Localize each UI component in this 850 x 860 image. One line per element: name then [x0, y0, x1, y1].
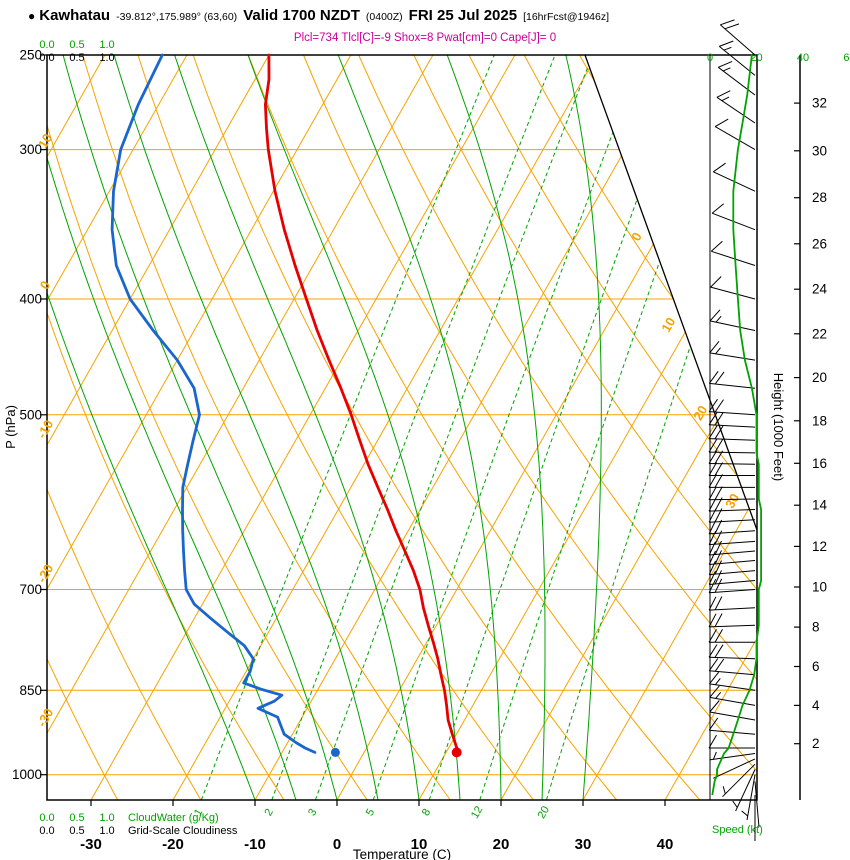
speed-tick-label: 0	[707, 52, 713, 64]
mixing-ratio-label: 2	[262, 807, 275, 818]
pressure-tick-label: 250	[19, 48, 42, 63]
cloud-scales: 0.00.00.00.00.50.50.50.51.01.01.01.0Clou…	[39, 39, 238, 837]
mixing-ratio-label: 5	[364, 807, 377, 818]
height-tick-label: 24	[812, 282, 828, 297]
pressure-tick-label: 700	[19, 582, 42, 597]
height-tick-label: 26	[812, 236, 827, 251]
mixing-ratio-label: 20	[536, 804, 553, 821]
cloudiness-top-tick: 1.0	[99, 52, 114, 64]
cloudwater-top-tick: 1.0	[99, 39, 114, 51]
isotherm-diagonal-label: 10	[658, 315, 678, 335]
speed-tick-label: 40	[797, 52, 809, 64]
stability-indices: Plcl=734 Tlcl[C]=-9 Shox=8 Pwat[cm]=0 Ca…	[293, 32, 557, 44]
speed-axis: 0 20 40 60 Speed (kt)	[707, 52, 850, 836]
temperature-tick-label: -20	[162, 836, 184, 853]
moist-adiabat-lines	[47, 55, 602, 800]
temperature-curve	[264, 53, 460, 754]
cloudwater-axis-title: CloudWater (g/Kg)	[128, 812, 219, 824]
cloudiness-bottom-tick: 1.0	[99, 825, 114, 837]
height-tick-label: 10	[812, 580, 827, 595]
isotherm-diagonal-label: 0	[628, 230, 645, 244]
pressure-tick-label: 300	[19, 142, 42, 157]
height-tick-label: 6	[812, 659, 820, 674]
cloudiness-top-tick: 0.0	[39, 52, 54, 64]
height-tick-label: 28	[812, 190, 827, 205]
wind-barbs	[708, 19, 760, 841]
valid-time: Valid 1700 NZDT	[243, 7, 360, 24]
mixing-ratio-labels: 1 2 3 5 8 12 20	[192, 804, 552, 821]
temperature-axis-title: Temperature (C)	[353, 847, 451, 860]
cloudwater-top-tick: 0.5	[69, 39, 84, 51]
profiles	[110, 53, 462, 758]
isotherm-left-label: 10	[35, 131, 55, 151]
temperature-tick-label: 30	[575, 836, 592, 853]
height-tick-label: 12	[812, 539, 827, 554]
height-tick-label: 16	[812, 456, 827, 471]
temperature-tick-label: 20	[493, 836, 510, 853]
temperature-tick-label: 40	[657, 836, 674, 853]
pressure-tick-label: 400	[19, 292, 42, 307]
plot-frame	[46, 54, 801, 801]
cloudwater-bottom-tick: 1.0	[99, 812, 114, 824]
cloudiness-bottom-tick: 0.5	[69, 825, 84, 837]
cloudiness-bottom-tick: 0.0	[39, 825, 54, 837]
isotherm-left-label: 0	[37, 278, 54, 292]
speed-tick-label: 60	[843, 52, 850, 64]
height-tick-label: 22	[812, 326, 827, 341]
pressure-axis: 250 300 400 500 700 850 1000 P (hPa)	[3, 48, 47, 782]
station-bullet-icon: ●	[28, 9, 36, 23]
temperature-axis: -30 -20 -10 0 10 20 30 40 Temperature (C)	[80, 800, 673, 860]
height-tick-label: 32	[812, 96, 827, 111]
surface-temperature-dot	[451, 747, 462, 758]
forecast-tag: [16hrFcst@1946z]	[523, 11, 610, 23]
chart-header: ● Kawhatau -39.812°,175.989° (63,60) Valid …	[28, 7, 615, 25]
pressure-tick-label: 1000	[12, 767, 42, 782]
height-tick-label: 2	[812, 736, 820, 751]
height-tick-label: 14	[812, 498, 828, 513]
isotherm-diagonal-label: 30	[722, 491, 742, 511]
cloudwater-bottom-tick: 0.0	[39, 812, 54, 824]
height-tick-label: 4	[812, 698, 820, 713]
mixing-ratio-label: 8	[420, 807, 433, 818]
mixing-ratio-label: 3	[306, 807, 319, 818]
isotherm-left-label: -30	[34, 706, 56, 730]
temperature-tick-label: -30	[80, 836, 102, 853]
height-axis-title: Height (1000 Feet)	[771, 373, 786, 481]
height-tick-label: 30	[812, 143, 827, 158]
height-tick-label: 20	[812, 370, 827, 385]
pressure-tick-label: 500	[19, 407, 42, 422]
cloudwater-bottom-tick: 0.5	[69, 812, 84, 824]
station-coords: -39.812°,175.989° (63,60)	[116, 11, 238, 23]
cloudiness-axis-title: Grid-Scale Cloudiness	[128, 825, 238, 837]
dewpoint-curve	[110, 53, 317, 754]
speed-tick-label: 20	[750, 52, 762, 64]
mixing-ratio-label: 12	[469, 804, 486, 821]
temperature-tick-label: 0	[333, 836, 341, 853]
speed-axis-title: Speed (kt)	[712, 824, 763, 836]
mixing-ratio-label: 1	[192, 807, 205, 818]
cloudiness-top-tick: 0.5	[69, 52, 84, 64]
speed-profile-line	[711, 54, 762, 796]
height-tick-label: 8	[812, 620, 820, 635]
isotherm-diagonal-label: 20	[690, 403, 710, 423]
height-tick-label: 18	[812, 413, 827, 428]
temperature-tick-label: -10	[244, 836, 266, 853]
station-name: Kawhatau	[39, 7, 111, 24]
valid-date: FRI 25 Jul 2025	[408, 7, 518, 24]
pressure-axis-title: P (hPa)	[3, 405, 18, 449]
pressure-tick-label: 850	[19, 683, 42, 698]
speed-curve	[711, 54, 762, 796]
cloudwater-top-tick: 0.0	[39, 39, 54, 51]
temperature-tick-label: 10	[411, 836, 428, 853]
surface-dewpoint-dot	[330, 747, 340, 757]
valid-zulu: (0400Z)	[365, 11, 403, 23]
